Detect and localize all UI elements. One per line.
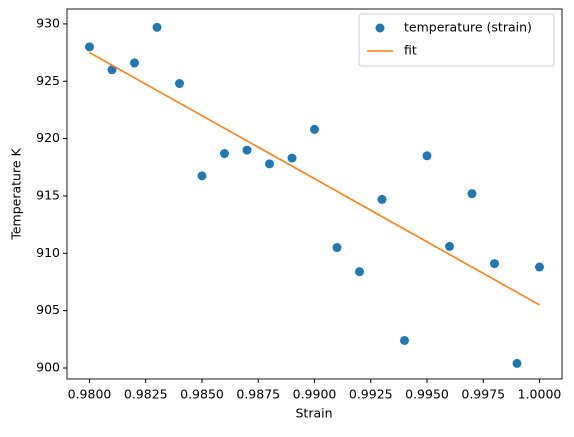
x-tick-label: 0.9900 — [293, 387, 337, 402]
scatter-point — [175, 79, 184, 89]
y-tick-label: 915 — [36, 187, 60, 202]
x-axis-label: Strain — [295, 406, 332, 421]
scatter-point — [512, 358, 522, 368]
x-tick-label: 0.9875 — [236, 387, 280, 402]
scatter-point — [467, 189, 477, 199]
x-tick-label: 0.9950 — [405, 387, 449, 402]
y-tick-label: 925 — [36, 73, 60, 88]
scatter-point — [107, 65, 117, 75]
x-tick-label: 0.9850 — [180, 387, 224, 402]
legend-marker — [375, 23, 385, 33]
scatter-point — [197, 171, 207, 181]
fit-line — [89, 51, 540, 306]
y-tick-label: 910 — [36, 245, 60, 260]
scatter-point — [85, 42, 94, 52]
x-tick-label: 0.9825 — [124, 387, 168, 402]
x-tick-label: 0.9925 — [349, 387, 393, 402]
scatter-point — [287, 153, 297, 163]
scatter-point — [130, 58, 139, 68]
scatter-point — [265, 159, 274, 169]
scatter-point — [310, 124, 319, 134]
scatter-point — [332, 243, 342, 253]
scatter-point — [400, 335, 409, 345]
scatter-point — [445, 241, 454, 251]
scatter-point — [220, 149, 229, 159]
scatter-point — [152, 22, 162, 32]
y-tick-label: 900 — [36, 359, 60, 374]
scatter-point — [242, 145, 252, 155]
x-tick-label: 1.0000 — [518, 387, 562, 402]
scatter-point — [377, 194, 387, 204]
legend-label: fit — [404, 43, 417, 58]
x-tick-label: 0.9975 — [461, 387, 505, 402]
scatter-point — [535, 262, 544, 272]
legend-label: temperature (strain) — [404, 20, 532, 35]
y-tick-label: 905 — [36, 302, 60, 317]
scatter-point — [422, 151, 432, 161]
legend-box — [358, 13, 555, 67]
x-tick-label: 0.9800 — [68, 387, 112, 402]
y-tick-label: 930 — [36, 15, 60, 30]
scatter-point — [490, 259, 499, 269]
scatter-point — [355, 267, 364, 277]
y-tick-label: 920 — [36, 130, 60, 145]
y-axis-label: Temperature K — [9, 148, 24, 241]
